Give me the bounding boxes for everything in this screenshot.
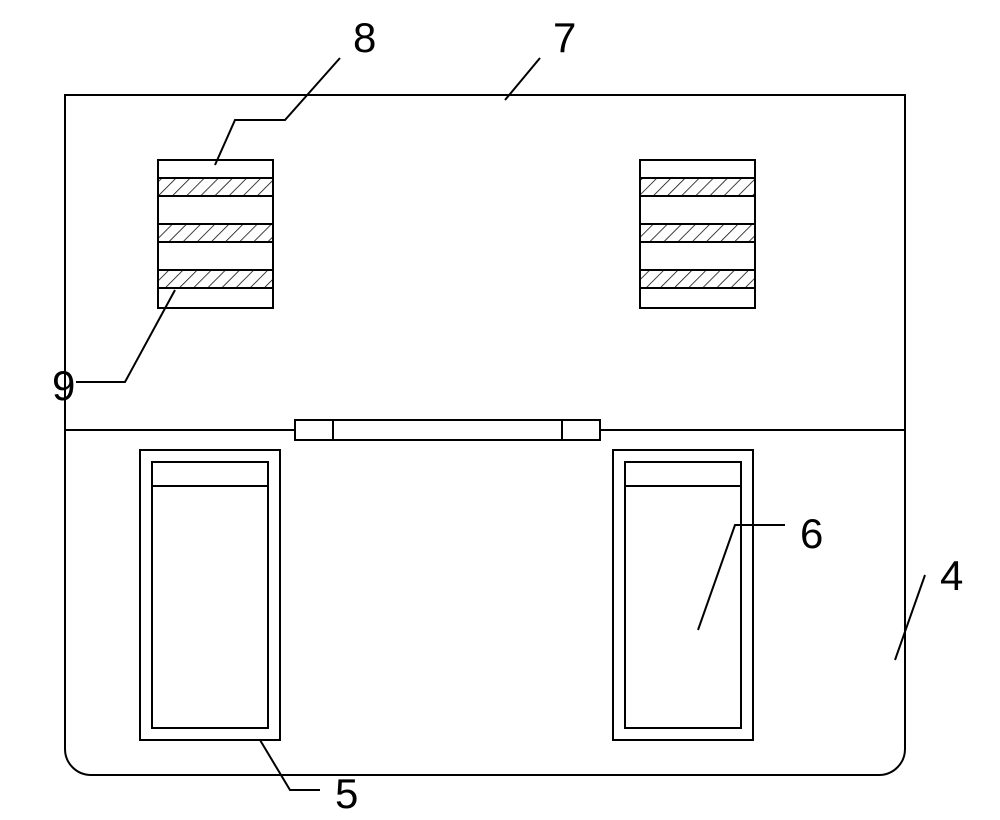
label-4: 4: [940, 552, 963, 599]
vent-slat: [640, 270, 755, 288]
label-5: 5: [335, 770, 358, 817]
center-bar-cap-left: [295, 420, 333, 440]
leader-8: [215, 58, 340, 165]
label-9: 9: [52, 362, 75, 409]
vent-left: [158, 160, 273, 308]
label-8: 8: [353, 14, 376, 61]
vent-slat: [640, 224, 755, 242]
center-bar-cap-right: [562, 420, 600, 440]
vent-slat: [158, 270, 273, 288]
door-right: [613, 450, 753, 740]
label-7: 7: [553, 14, 576, 61]
leader-4: [895, 575, 925, 660]
door-left: [140, 450, 280, 740]
leader-7: [505, 58, 540, 100]
leader-5: [260, 740, 320, 790]
label-6: 6: [800, 510, 823, 557]
leader-9: [76, 290, 175, 382]
vent-slat: [158, 178, 273, 196]
center-bar: [333, 420, 562, 440]
vent-slat: [640, 178, 755, 196]
vent-slat: [158, 224, 273, 242]
vent-right: [640, 160, 755, 308]
